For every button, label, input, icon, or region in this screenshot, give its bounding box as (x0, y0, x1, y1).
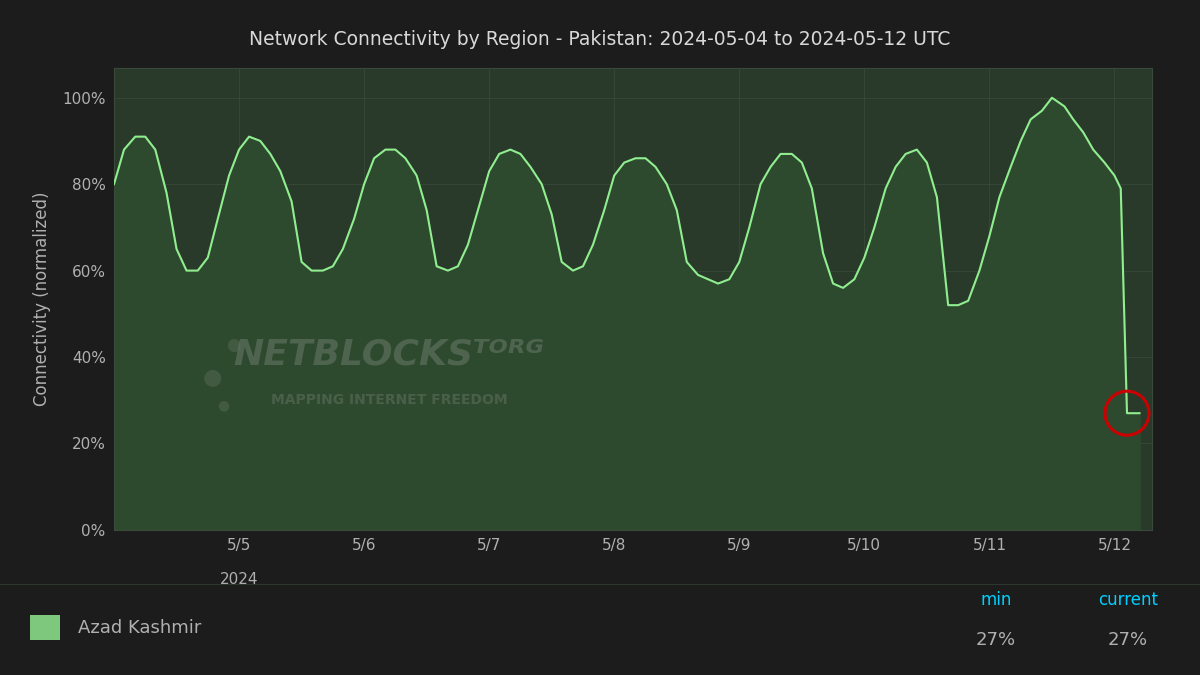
Text: Network Connectivity by Region - Pakistan: 2024-05-04 to 2024-05-12 UTC: Network Connectivity by Region - Pakista… (250, 30, 950, 49)
Text: 2024: 2024 (220, 572, 258, 587)
Text: min: min (980, 591, 1012, 610)
Text: Azad Kashmir: Azad Kashmir (78, 618, 202, 637)
Text: ●: ● (203, 367, 222, 387)
Y-axis label: Connectivity (normalized): Connectivity (normalized) (34, 192, 52, 406)
Text: 27%: 27% (976, 631, 1016, 649)
Text: ●: ● (217, 398, 229, 412)
Text: current: current (1098, 591, 1158, 610)
Text: NETBLOCKSᵀᴼᴿᴳ: NETBLOCKSᵀᴼᴿᴳ (234, 338, 545, 371)
Text: 27%: 27% (1108, 631, 1148, 649)
FancyBboxPatch shape (30, 615, 60, 641)
Text: ●: ● (226, 336, 241, 354)
Text: MAPPING INTERNET FREEDOM: MAPPING INTERNET FREEDOM (271, 394, 508, 408)
